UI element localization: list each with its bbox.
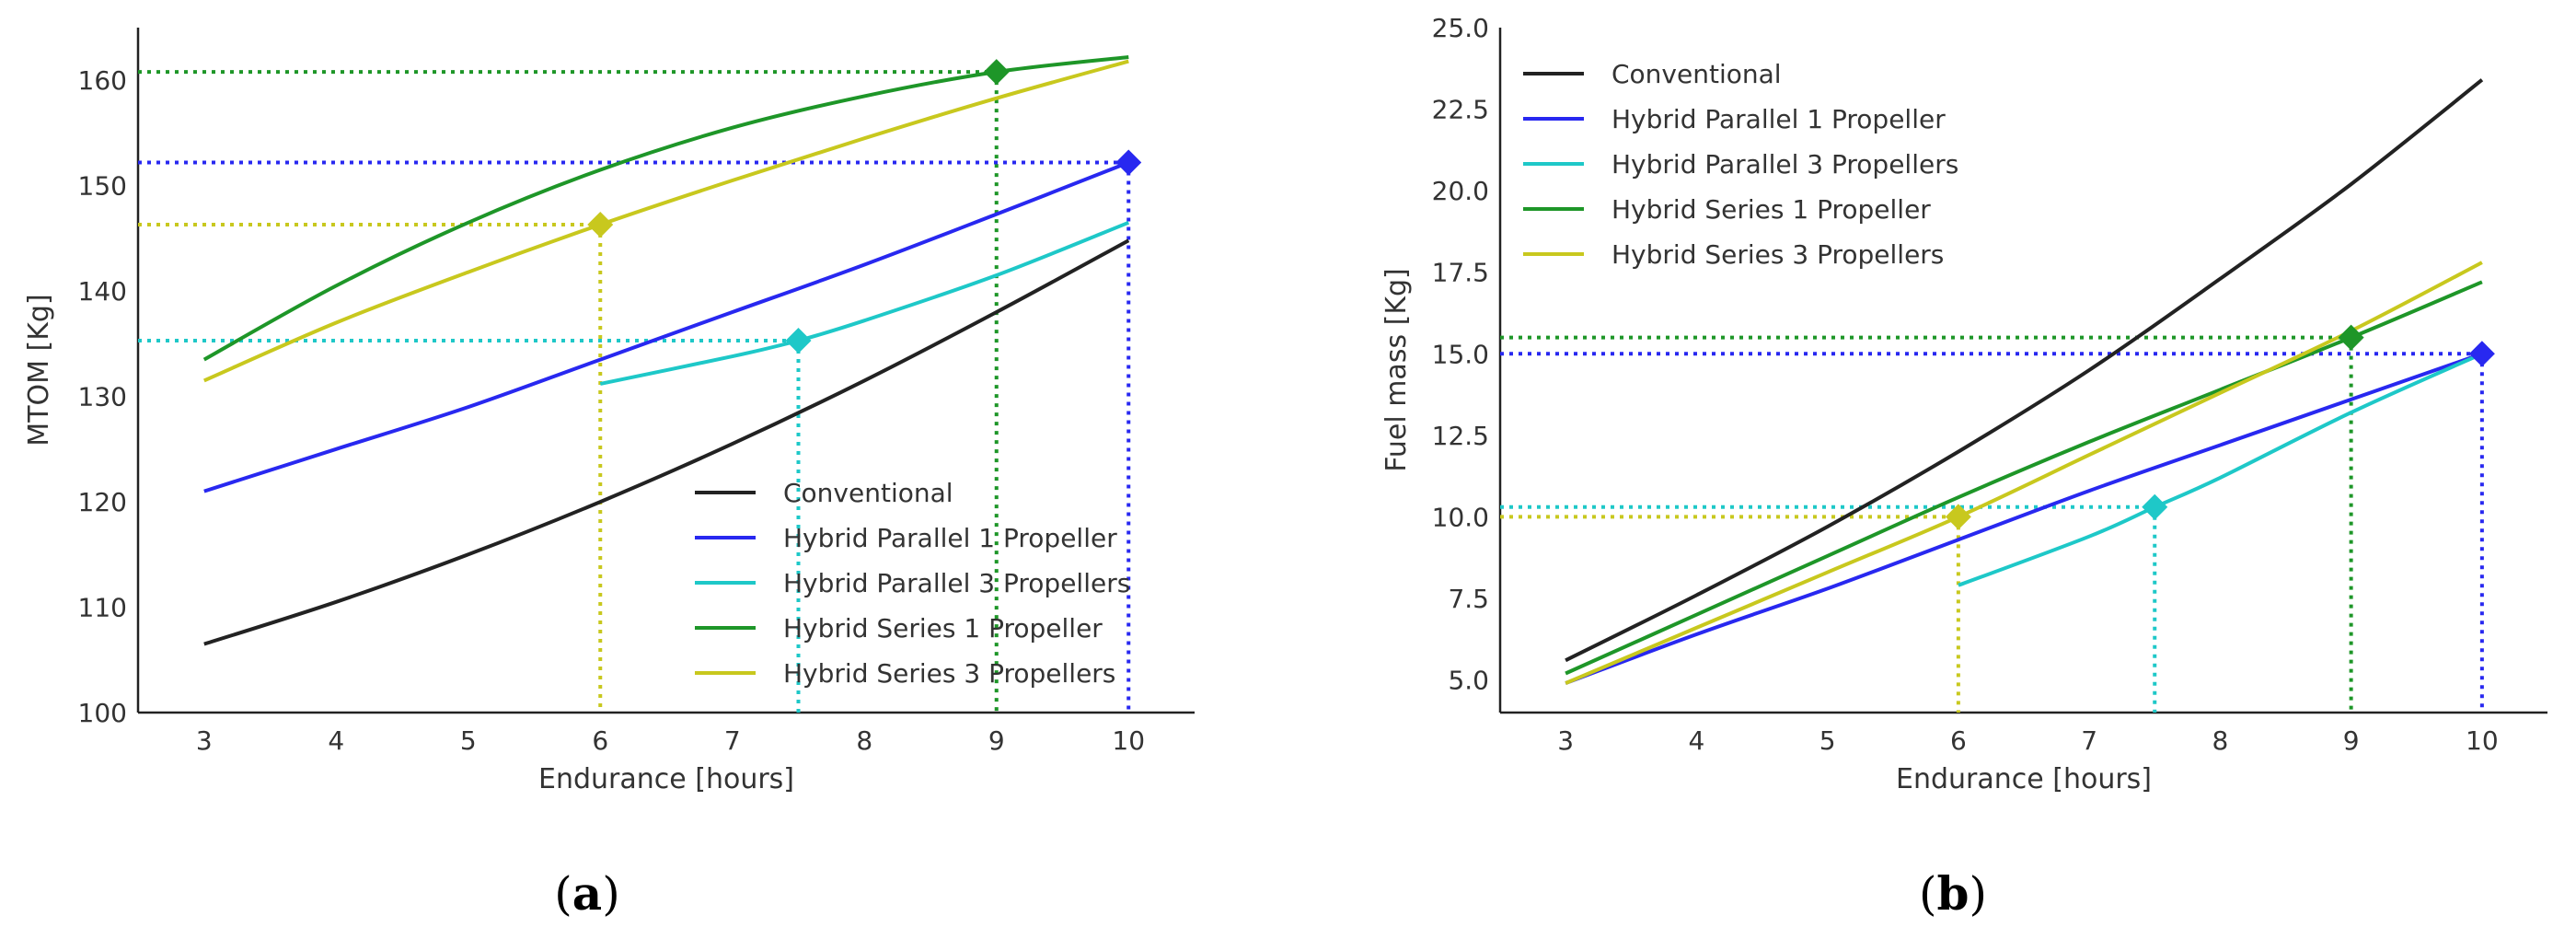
x-tick-label: 8 bbox=[856, 725, 872, 756]
caption-b: (b) bbox=[1919, 866, 1987, 921]
series-line bbox=[202, 55, 1129, 362]
series-line bbox=[203, 160, 1130, 493]
y-tick-label: 150 bbox=[78, 171, 127, 202]
data-point-marker bbox=[1115, 149, 1142, 176]
series-line bbox=[1565, 352, 2483, 685]
series-line bbox=[1958, 352, 2483, 587]
legend-label: Hybrid Parallel 1 Propeller bbox=[783, 523, 1117, 553]
y-tick-label: 7.5 bbox=[1448, 584, 1489, 614]
data-point-marker bbox=[983, 59, 1010, 86]
x-tick-label: 4 bbox=[1688, 725, 1704, 756]
y-tick-label: 25.0 bbox=[1432, 13, 1489, 43]
y-tick-label: 120 bbox=[78, 487, 127, 517]
x-tick-label: 7 bbox=[2081, 725, 2097, 756]
y-tick-label: 15.0 bbox=[1432, 339, 1489, 369]
series-line bbox=[1565, 261, 2483, 685]
data-point-marker bbox=[2468, 341, 2495, 367]
x-tick-label: 8 bbox=[2212, 725, 2228, 756]
y-tick-label: 140 bbox=[78, 276, 127, 307]
series-line bbox=[1565, 280, 2483, 676]
series-line bbox=[203, 59, 1129, 383]
x-axis-label: Endurance [hours] bbox=[538, 763, 794, 795]
x-tick-label: 5 bbox=[1819, 725, 1836, 756]
data-point-marker bbox=[2338, 324, 2364, 351]
data-point-marker bbox=[1945, 504, 1971, 530]
legend-label: Conventional bbox=[783, 478, 953, 508]
y-tick-label: 22.5 bbox=[1432, 95, 1489, 125]
legend-label: Conventional bbox=[1611, 59, 1782, 89]
legend-label: Hybrid Series 3 Propellers bbox=[1611, 239, 1944, 270]
x-tick-label: 6 bbox=[1950, 725, 1967, 756]
x-tick-label: 10 bbox=[1112, 725, 1145, 756]
caption-a: (a) bbox=[554, 866, 619, 921]
y-tick-label: 12.5 bbox=[1432, 421, 1489, 451]
legend: Conventional Hybrid Parallel 1 Propeller H… bbox=[695, 478, 1130, 689]
chart-b-fuel-mass: 3 4 5 6 7 8 9 10 5.0 7.5 10.0 12.5 15.0 17.5 20.0 22.5 2… bbox=[1380, 13, 2547, 795]
legend-label: Hybrid Series 1 Propeller bbox=[1611, 194, 1931, 225]
legend-label: Hybrid Parallel 3 Propellers bbox=[1611, 149, 1958, 180]
x-tick-label: 9 bbox=[2343, 725, 2360, 756]
legend: Conventional Hybrid Parallel 1 Propeller H… bbox=[1523, 59, 1958, 270]
y-tick-label: 20.0 bbox=[1432, 176, 1489, 206]
y-tick-label: 5.0 bbox=[1448, 666, 1489, 696]
series-line bbox=[599, 220, 1130, 386]
x-tick-label: 6 bbox=[592, 725, 608, 756]
series-line bbox=[1565, 78, 2484, 663]
data-point-marker bbox=[785, 327, 812, 354]
series-line bbox=[203, 238, 1130, 646]
x-tick-label: 3 bbox=[1557, 725, 1574, 756]
y-tick-label: 130 bbox=[78, 382, 127, 412]
legend-label: Hybrid Parallel 1 Propeller bbox=[1611, 104, 1946, 134]
chart-a-mtom: 3 4 5 6 7 8 9 10 100 110 120 130 140 150 160 Endurance … bbox=[23, 28, 1195, 795]
x-tick-label: 4 bbox=[328, 725, 344, 756]
legend-label: Hybrid Parallel 3 Propellers bbox=[783, 568, 1130, 598]
y-tick-label: 10.0 bbox=[1432, 502, 1489, 532]
data-point-marker bbox=[2142, 493, 2168, 520]
legend-label: Hybrid Series 1 Propeller bbox=[783, 613, 1103, 644]
x-axis-label: Endurance [hours] bbox=[1896, 763, 2152, 795]
y-tick-label: 100 bbox=[78, 698, 127, 728]
x-tick-label: 7 bbox=[724, 725, 741, 756]
x-tick-label: 5 bbox=[460, 725, 477, 756]
y-tick-label: 17.5 bbox=[1432, 258, 1489, 288]
y-tick-label: 110 bbox=[78, 593, 127, 623]
x-tick-label: 10 bbox=[2466, 725, 2499, 756]
x-tick-label: 9 bbox=[988, 725, 1005, 756]
x-tick-label: 3 bbox=[196, 725, 213, 756]
legend-label: Hybrid Series 3 Propellers bbox=[783, 658, 1115, 689]
y-tick-label: 160 bbox=[78, 65, 127, 96]
y-axis-label: MTOM [Kg] bbox=[23, 294, 55, 446]
y-axis-label: Fuel mass [Kg] bbox=[1380, 268, 1413, 471]
data-point-marker bbox=[587, 212, 614, 238]
